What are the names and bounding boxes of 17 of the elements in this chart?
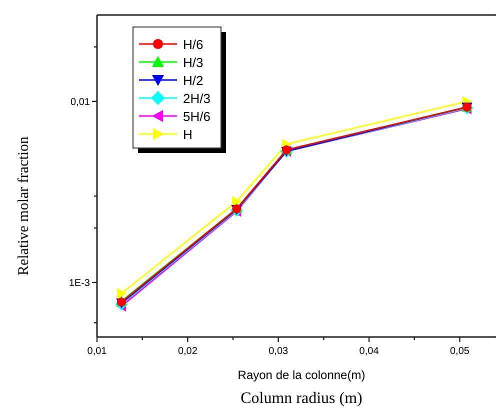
legend-label: H/2 xyxy=(183,73,204,88)
x-tick-label: 0,04 xyxy=(359,346,380,357)
legend-label: H/6 xyxy=(183,37,204,52)
point xyxy=(232,196,242,207)
x-tick-label: 0,02 xyxy=(178,346,198,357)
x-tick-label: 0,01 xyxy=(87,346,108,357)
y-axis-title: Relative molar fraction xyxy=(16,136,32,276)
legend-label: H xyxy=(183,127,192,142)
x-tick-label: 0,03 xyxy=(268,346,289,357)
legend-label: H/3 xyxy=(183,55,204,70)
x-tick-label: 0,05 xyxy=(450,346,470,357)
point xyxy=(116,288,127,299)
x-axis-title: Rayon de la colonne(m) xyxy=(238,368,366,382)
text: Column radius (m) xyxy=(240,390,362,407)
legend-label: 2H/3 xyxy=(183,91,210,106)
legend-label: 5H/6 xyxy=(183,109,210,124)
y-tick-label: 1E-3 xyxy=(68,278,90,289)
